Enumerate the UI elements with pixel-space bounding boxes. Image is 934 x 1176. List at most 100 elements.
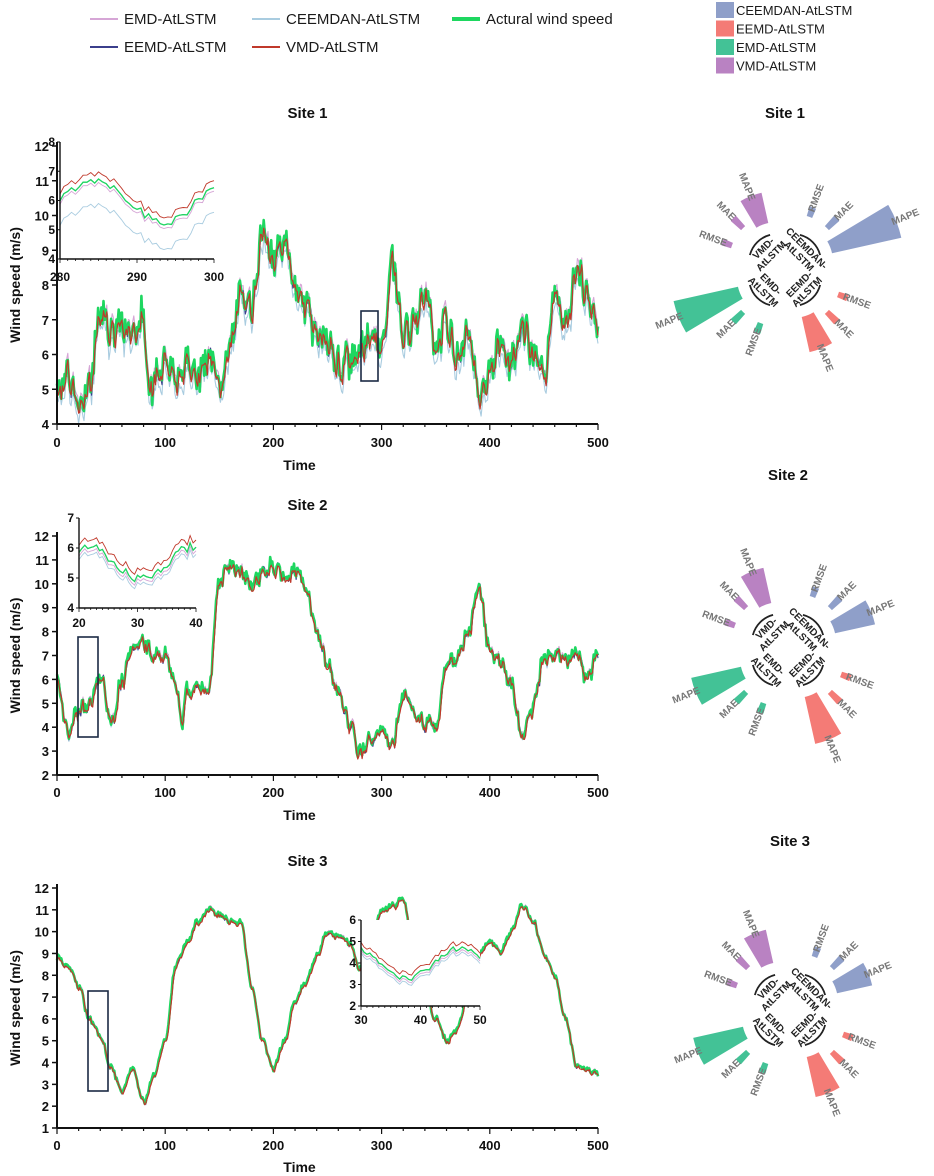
model-label: CEEMDAN-AtLSTM [775,226,829,280]
y-tick-label: 10 [35,577,49,592]
model-label: VMD-AtLSTM [750,612,792,654]
inset-chart: 2 3 4 5 6 30 40 50 [349,913,487,1027]
legend-label: EMD-AtLSTM [124,11,217,28]
model-arc [802,664,825,687]
y-tick-label: 12 [35,529,49,544]
inset-y-tick-label: 7 [48,164,55,178]
model-label: EEMD-AtLSTM [782,267,824,309]
y-tick-label: 8 [42,625,49,640]
y-tick-label: 7 [42,990,49,1005]
inset-background [79,518,196,608]
legend-label: Actural wind speed [486,11,613,28]
y-tick-label: 12 [35,881,49,896]
x-tick-label: 0 [53,1138,60,1153]
metric-bar [743,929,774,968]
metric-label: MAE [833,199,857,223]
model-label: EMD-AtLSTM [745,267,787,309]
metric-label: MAE [838,939,862,963]
radial-title: Site 2 [768,467,808,484]
metric-bar [824,215,840,231]
inset-y-tick-label: 7 [67,511,74,525]
metric-bar [724,618,736,629]
metric-label: MAE [837,1058,861,1082]
metric-bar [693,1026,748,1065]
metric-bar [827,595,843,611]
y-tick-label: 8 [42,278,49,293]
metric-bar [829,1049,845,1065]
inset-series-ceemdan-line [360,951,481,986]
metric-bar [801,312,833,353]
metric-bar [827,689,843,705]
metric-bar [733,595,749,611]
inset-x-tick-label: 290 [127,270,147,284]
inset-y-tick-label: 8 [48,135,55,149]
x-tick-label: 0 [53,785,60,800]
y-tick-label: 9 [42,243,49,258]
legend-top: EMD-AtLSTM CEEMDAN-AtLSTM Actural wind spe… [90,11,613,56]
metric-label: MAE [836,579,860,603]
model-label: EMD-AtLSTM [748,647,790,689]
metric-label: RMSE [749,1066,769,1097]
metric-label: MAE [832,318,856,342]
y-tick-label: 5 [42,1034,49,1049]
y-tick-label: 5 [42,696,49,711]
inset-series-act-line [78,540,197,583]
legend-label: CEEMDAN-AtLSTM [736,3,852,18]
metric-bar [842,1031,854,1042]
legend-swatch [716,57,734,74]
model-arc [751,664,774,687]
metric-bar [840,671,852,682]
y-tick-label: 6 [42,348,49,363]
y-axis-label: Wind speed (m/s) [7,598,23,714]
metric-bar [806,1052,840,1098]
chart-title: Site 1 [287,105,327,122]
metric-bar [733,689,749,705]
series-act-line [55,896,600,1105]
inset-chart: 4 5 6 7 8 280 290 300 [48,135,224,284]
y-tick-label: 11 [35,553,49,568]
metric-bar [829,955,845,971]
metric-label: MAPE [737,547,758,578]
inset-y-tick-label: 5 [48,223,55,237]
metric-bar [740,567,772,608]
metric-label: MAPE [821,734,842,765]
inset-chart: 4 5 6 7 20 30 40 [67,511,203,630]
y-tick-label: 10 [35,209,49,224]
metric-bar [804,692,842,744]
radial-title: Site 1 [765,105,805,122]
y-tick-label: 3 [42,744,49,759]
model-arc [802,613,825,636]
metric-label: MAPE [890,207,921,228]
radial-sector-eemd: RMSE MAE MAPE EEMD-AtLSTM [787,649,875,765]
inset-x-tick-label: 300 [204,270,224,284]
metric-label: RMSE [744,326,764,357]
metric-bar [735,955,751,971]
inset-y-tick-label: 2 [349,999,356,1013]
model-arc [753,973,776,996]
metric-label: MAPE [673,1045,704,1066]
metric-bar [830,600,876,634]
model-arc [748,284,771,307]
inset-x-tick-label: 30 [131,616,145,630]
model-arc [751,613,774,636]
metric-label: MAPE [736,172,757,203]
chart-title: Site 2 [287,497,327,514]
y-tick-label: 7 [42,313,49,328]
y-tick-label: 6 [42,1012,49,1027]
x-tick-label: 200 [263,785,285,800]
legend-label: VMD-AtLSTM [286,39,379,56]
x-tick-label: 400 [479,785,501,800]
metric-label: MAPE [821,1087,842,1118]
x-tick-label: 0 [53,435,60,450]
metric-label: RMSE [841,292,872,312]
inset-y-tick-label: 6 [349,913,356,927]
